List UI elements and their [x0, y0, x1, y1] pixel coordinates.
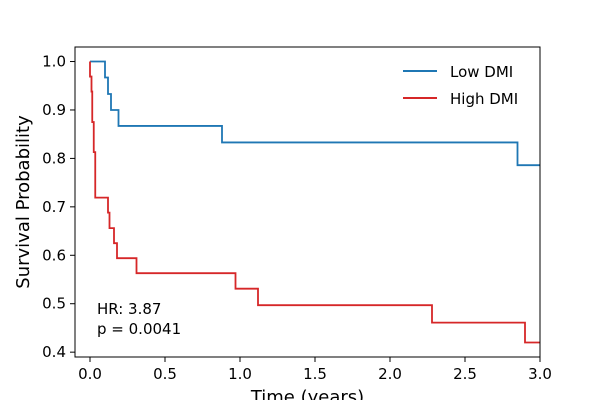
- y-tick-label: 0.6: [42, 246, 66, 264]
- x-tick-label: 1.5: [303, 365, 327, 383]
- x-axis: 0.0 0.5 1.0 1.5 2.0 2.5 3.0: [78, 357, 552, 383]
- hazard-ratio-annotation: HR: 3.87: [97, 300, 161, 318]
- y-tick-label: 0.4: [42, 343, 66, 361]
- y-axis-label: Survival Probability: [13, 115, 34, 289]
- series-line-high-dmi: [89, 61, 540, 344]
- legend-label: Low DMI: [450, 63, 513, 81]
- legend: Low DMI High DMI: [403, 63, 518, 108]
- y-tick-label: 0.5: [42, 295, 66, 313]
- series-line-low-dmi: [90, 60, 540, 167]
- x-tick-label: 0.5: [153, 365, 177, 383]
- x-tick-label: 1.0: [228, 365, 252, 383]
- x-tick-label: 2.0: [378, 365, 402, 383]
- y-tick-label: 0.7: [42, 198, 66, 216]
- series-layer: [89, 60, 540, 344]
- y-tick-label: 0.9: [42, 101, 66, 119]
- y-axis: 0.4 0.5 0.6 0.7 0.8 0.9 1.0: [42, 53, 75, 361]
- x-tick-label: 0.0: [78, 365, 102, 383]
- x-tick-label: 2.5: [453, 365, 477, 383]
- p-value-annotation: p = 0.0041: [97, 320, 181, 338]
- plot-frame: [74, 46, 541, 358]
- legend-label: High DMI: [450, 90, 518, 108]
- y-tick-label: 0.8: [42, 149, 66, 167]
- x-tick-label: 3.0: [528, 365, 552, 383]
- x-axis-label: Time (years): [250, 387, 364, 400]
- y-tick-label: 1.0: [42, 53, 66, 71]
